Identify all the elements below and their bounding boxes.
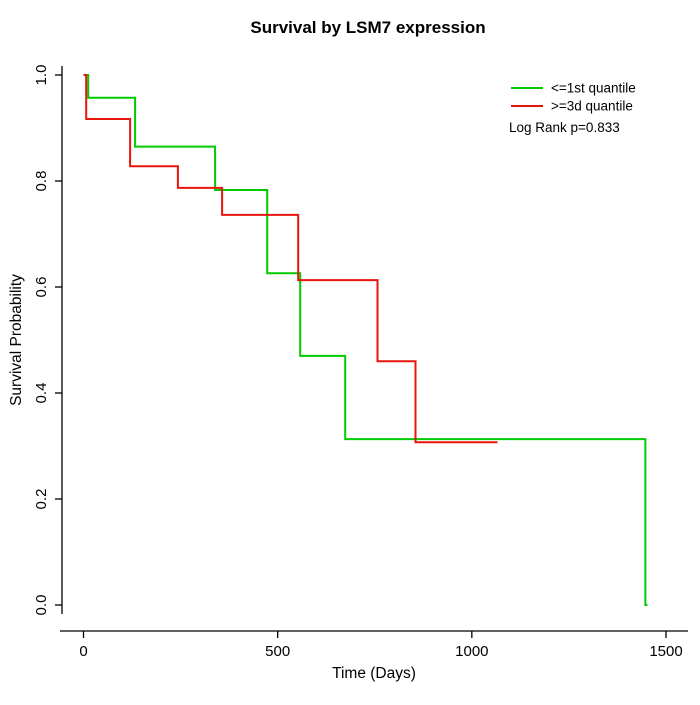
x-tick-label: 0 xyxy=(79,643,87,660)
x-tick-label: 1000 xyxy=(455,643,488,660)
x-tick-label: 1500 xyxy=(649,643,682,660)
y-axis-label: Survival Probability xyxy=(8,274,25,406)
legend-label-2: >=3d quantile xyxy=(551,99,633,114)
y-tick-label: 0.4 xyxy=(33,383,50,404)
chart-title: Survival by LSM7 expression xyxy=(250,18,485,37)
y-tick-label: 0.8 xyxy=(33,171,50,192)
log-rank-annotation: Log Rank p=0.833 xyxy=(509,120,620,135)
series-curve-1 xyxy=(83,74,648,606)
x-axis-label: Time (Days) xyxy=(332,665,416,682)
y-tick-label: 0.6 xyxy=(33,277,50,298)
series-curve-2 xyxy=(83,74,498,444)
x-tick-label: 500 xyxy=(265,643,290,660)
y-tick-label: 0.0 xyxy=(33,595,50,616)
legend-label-1: <=1st quantile xyxy=(551,81,636,96)
y-axis: 0.0 0.2 0.4 0.6 0.8 1.0 xyxy=(33,65,62,616)
x-axis: 0 500 1000 1500 xyxy=(79,631,683,660)
legend: <=1st quantile >=3d quantile xyxy=(511,81,636,114)
y-tick-label: 0.2 xyxy=(33,489,50,510)
series-curves xyxy=(83,74,648,606)
y-tick-label: 1.0 xyxy=(33,65,50,86)
